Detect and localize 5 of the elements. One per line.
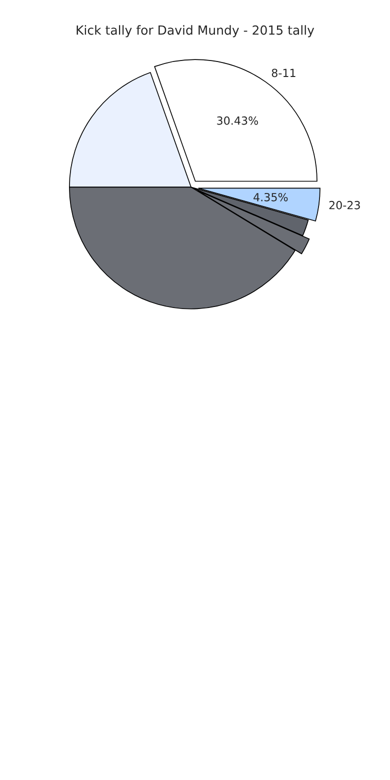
data-label: 30.43% (217, 116, 258, 125)
data-label: 4.35% (254, 192, 288, 202)
slice-label: 20-23 (329, 200, 360, 210)
chart-title: Kick tally for David Mundy - 2015 tally (76, 25, 314, 38)
slice-label: 8-11 (272, 68, 296, 78)
